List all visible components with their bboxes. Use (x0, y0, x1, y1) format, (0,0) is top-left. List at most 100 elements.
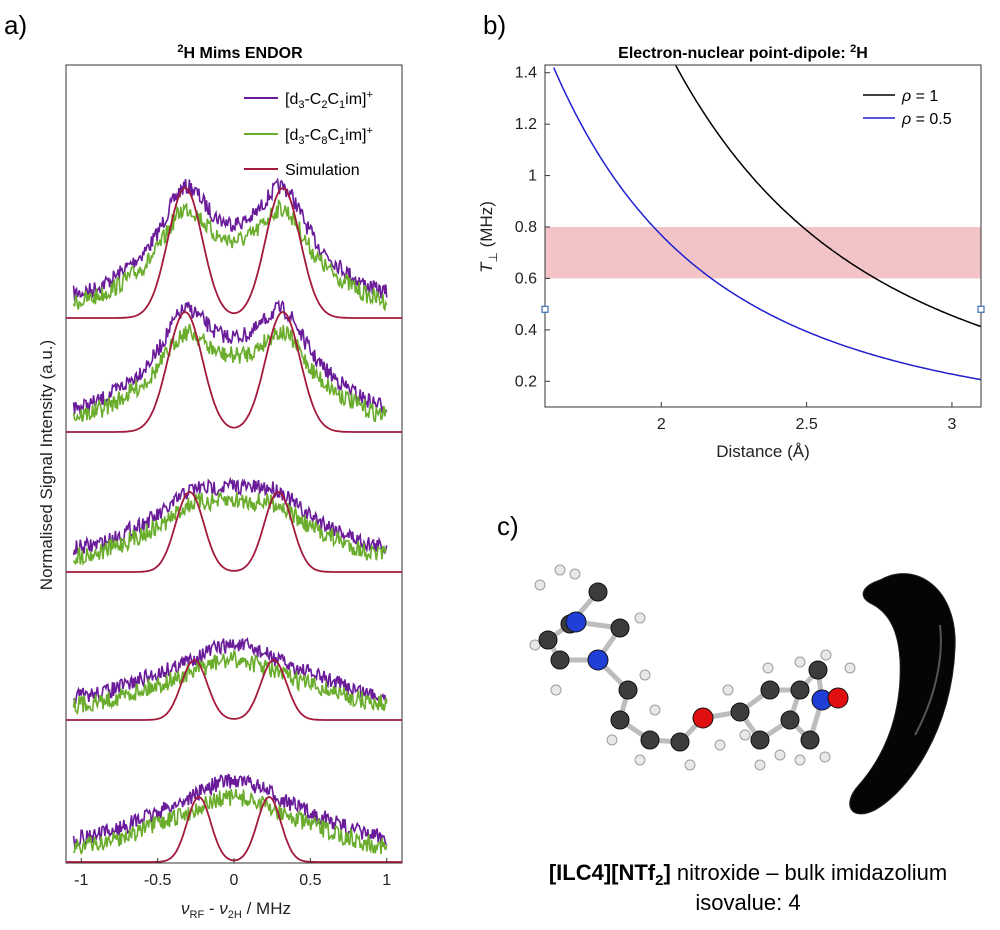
dipole-legend: ρ = 1 ρ = 0.5 (863, 88, 952, 128)
dipole-x-tick-label: 3 (947, 416, 956, 433)
molecule-render: [ILC4][NTf2] nitroxide – bulk imidazoliu… (529, 564, 956, 915)
dipole-chart: Electron-nuclear point-dipole: 2H 2 2.5 3 0… (477, 43, 985, 461)
hydrogen-atom (714, 739, 726, 751)
isovalue-caption: isovalue: 4 (695, 890, 800, 915)
dipole-y-tick-label: 0.2 (515, 373, 537, 390)
nitrogen-atom (587, 649, 609, 671)
carbon-atom (790, 680, 810, 700)
hydrogen-atom (762, 662, 774, 674)
dipole-ticks: 2 2.5 3 0.2 0.4 0.6 0.8 1 1.2 1.4 (515, 65, 985, 433)
carbon-atom (550, 650, 570, 670)
series-line-1 (553, 67, 982, 381)
carbon-atom (618, 680, 638, 700)
trace-c2-line (72, 637, 388, 705)
panel-c-label: c) (497, 511, 519, 541)
dipole-axes-frame (544, 64, 982, 408)
trace-c8-line (72, 788, 388, 856)
endor-legend: [d3-C2C1im]+ [d3-C8C1im]+ Simulation (244, 89, 373, 179)
hydrogen-atom (634, 612, 646, 624)
legend-entry-c2: [d3-C2C1im]+ (285, 89, 373, 111)
legend-entry-simulation: Simulation (285, 162, 360, 179)
carbon-atom (610, 710, 630, 730)
hydrogen-atom (819, 751, 831, 763)
target-range-band (545, 227, 981, 279)
endor-x-tick-label: -0.5 (144, 872, 172, 889)
hydrogen-atom (844, 662, 856, 674)
hydrogen-atom (820, 649, 832, 661)
isosurface-shape (849, 573, 956, 815)
endor-axes-frame (65, 64, 403, 864)
hydrogen-atom (634, 754, 646, 766)
carbon-atom (588, 582, 608, 602)
carbon-atom (780, 710, 800, 730)
dipole-y-tick-label: 1.4 (515, 65, 537, 82)
oxygen-atom (827, 687, 849, 709)
hydrogen-atom (754, 759, 766, 771)
trace-simulation-line (66, 311, 402, 433)
dipole-x-tick-label: 2.5 (795, 416, 817, 433)
carbon-atom (760, 680, 780, 700)
dipole-y-tick-label: 1.2 (515, 116, 537, 133)
nitrogen-atom (565, 611, 587, 633)
endor-x-tick-label: -1 (74, 872, 88, 889)
carbon-atom (808, 660, 828, 680)
endor-traces (66, 177, 402, 863)
hydrogen-atom (606, 734, 618, 746)
hydrogen-atom (722, 684, 734, 696)
series-line-0 (675, 65, 982, 328)
endor-title: 2H Mims ENDOR (177, 43, 303, 62)
dipole-x-tick-label: 2 (657, 416, 666, 433)
dipole-x-axis-label: Distance (Å) (716, 442, 810, 461)
trace-c2-line (72, 177, 388, 301)
hydrogen-atom (774, 749, 786, 761)
panel-a-label: a) (4, 10, 27, 40)
trace-c2-line (72, 476, 388, 556)
legend-entry-rho-0-5: ρ = 0.5 (901, 111, 952, 128)
panel-b-label: b) (483, 10, 506, 40)
trace-c2-line (72, 299, 388, 415)
endor-y-axis-label: Normalised Signal Intensity (a.u.) (37, 340, 56, 590)
hydrogen-atom (739, 729, 751, 741)
trace-c8-line (72, 323, 388, 423)
isosurface-highlight (914, 624, 942, 736)
carbon-atom (610, 618, 630, 638)
dipole-y-tick-label: 0.8 (515, 219, 537, 236)
edge-marker (977, 305, 985, 313)
carbon-atom (750, 730, 770, 750)
endor-x-tick-label: 0.5 (299, 872, 321, 889)
dipole-series (553, 65, 982, 381)
hydrogen-atom (550, 684, 562, 696)
dipole-y-tick-label: 0.4 (515, 322, 537, 339)
legend-entry-c8: [d3-C8C1im]+ (285, 125, 373, 147)
molecule-atoms (529, 564, 856, 771)
oxygen-atom (692, 707, 714, 729)
endor-x-tick-label: 1 (382, 872, 391, 889)
hydrogen-atom (529, 639, 541, 651)
trace-simulation-line (66, 659, 402, 721)
hydrogen-atom (649, 704, 661, 716)
dipole-y-axis-label: T⊥ (MHz) (477, 201, 500, 273)
hydrogen-atom (794, 656, 806, 668)
dipole-y-tick-label: 0.6 (515, 270, 537, 287)
hydrogen-atom (534, 579, 546, 591)
trace-simulation-line (66, 187, 402, 319)
trace-c8-line (72, 198, 388, 312)
legend-entry-rho-1: ρ = 1 (901, 88, 938, 105)
carbon-atom (730, 702, 750, 722)
dipole-y-tick-label: 1 (528, 168, 537, 185)
hydrogen-atom (569, 568, 581, 580)
carbon-atom (538, 630, 558, 650)
hydrogen-atom (639, 669, 651, 681)
trace-simulation-line (66, 491, 402, 573)
hydrogen-atom (794, 754, 806, 766)
carbon-atom (640, 730, 660, 750)
endor-chart: 2H Mims ENDOR -1 -0.5 0 0.5 1 νRF - ν2H / MH… (37, 43, 403, 921)
trace-c8-line (72, 491, 387, 566)
hydrogen-atom (684, 759, 696, 771)
carbon-atom (670, 732, 690, 752)
trace-c8-line (72, 649, 388, 716)
carbon-atom (800, 730, 820, 750)
dipole-title: Electron-nuclear point-dipole: 2H (618, 43, 868, 62)
molecule-caption: [ILC4][NTf2] nitroxide – bulk imidazoliu… (549, 860, 947, 889)
